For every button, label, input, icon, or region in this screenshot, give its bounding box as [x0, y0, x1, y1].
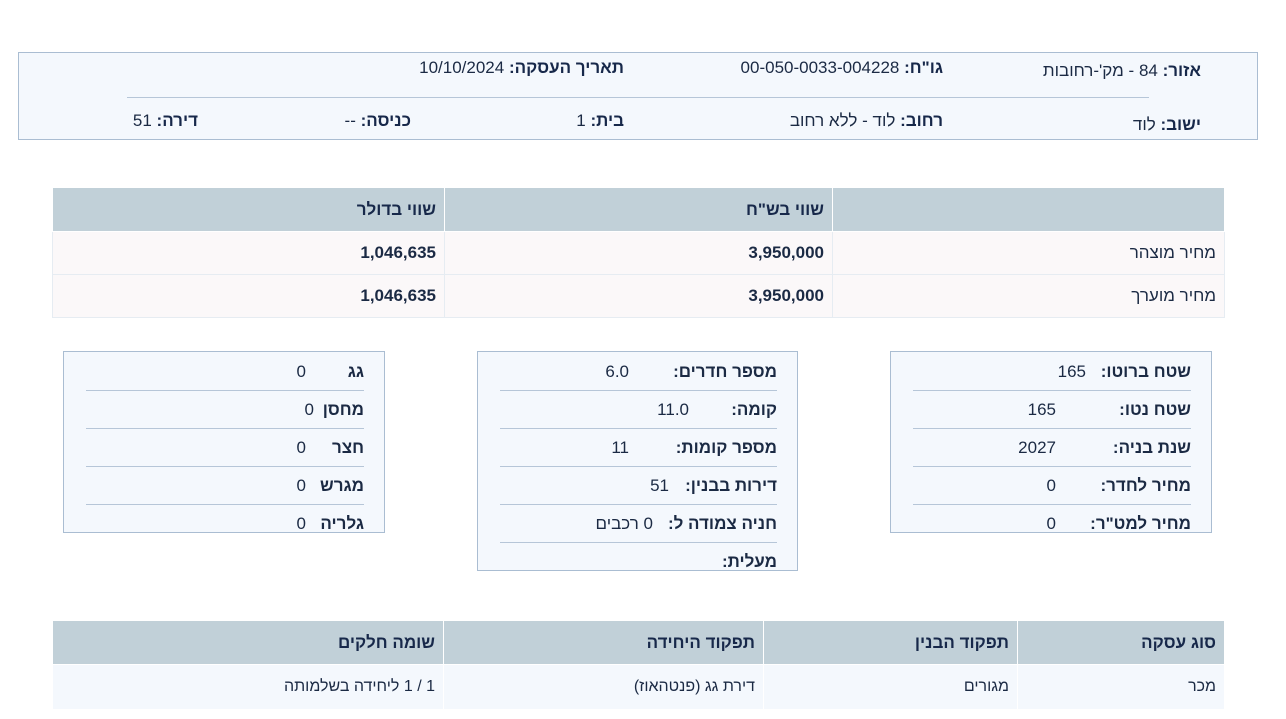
detail-label: דירות בבנין:: [685, 476, 777, 495]
detail-value: 11: [611, 438, 629, 457]
detail-label: מעלית:: [721, 552, 777, 571]
detail-row: מעלית:: [500, 542, 777, 580]
detail-value: 2027: [1018, 438, 1056, 457]
detail-value: 0: [1046, 514, 1056, 533]
detail-value: 0: [296, 438, 306, 457]
extras-box: גג 0 מחסן 0 חצר 0 מגרש 0 גלריה 0: [63, 351, 385, 533]
detail-row: קומה: 11.0: [500, 390, 777, 429]
detail-row: דירות בבנין: 51: [500, 466, 777, 505]
area-details-box: שטח ברוטו: 165 שטח נטו: 165 שנת בניה: 2027 מחי…: [890, 351, 1212, 533]
divider: [127, 97, 1149, 98]
table-row: מחיר מוערך 3,950,000 1,046,635: [52, 274, 1225, 318]
detail-label: מחסן: [322, 400, 364, 419]
city-field: ישוב: לוד: [1132, 115, 1201, 134]
detail-value: 6.0: [605, 362, 629, 381]
detail-label: חצר: [331, 438, 364, 457]
detail-label: מגרש: [320, 476, 364, 495]
detail-value: 0: [296, 514, 306, 533]
detail-label: מחיר למט"ר:: [1090, 514, 1191, 533]
detail-value: 0: [296, 362, 306, 381]
detail-label: שטח ברוטו:: [1100, 362, 1191, 381]
entrance-field: כניסה: --: [344, 111, 411, 130]
detail-value: 0: [304, 400, 314, 419]
street-field: רחוב: לוד - ללא רחוב: [789, 111, 943, 130]
detail-row: גלריה 0: [86, 504, 364, 542]
detail-value: 165: [1057, 362, 1086, 381]
detail-row: מגרש 0: [86, 466, 364, 505]
house-field: בית: 1: [576, 111, 624, 130]
detail-value: 165: [1027, 400, 1056, 419]
detail-label: גלריה: [320, 514, 364, 533]
detail-label: שנת בניה:: [1112, 438, 1191, 457]
header-box: אזור: 84 - מק'-רחובות גו"ח: 00-050-0033-…: [18, 52, 1258, 140]
detail-row: מחיר למט"ר: 0: [913, 504, 1191, 542]
apartment-field: דירה: 51: [132, 111, 198, 130]
area-field: אזור: 84 - מק'-רחובות: [1042, 61, 1201, 80]
detail-row: מחסן 0: [86, 390, 364, 429]
detail-row: חצר 0: [86, 428, 364, 467]
detail-value: 11.0: [657, 400, 689, 419]
table-header-row: סוג עסקה תפקוד הבנין תפקוד היחידה שומה חלקי…: [52, 620, 1225, 665]
detail-label: חניה צמודה ל:: [667, 514, 777, 533]
detail-row: מספר קומות: 11: [500, 428, 777, 467]
detail-row: מספר חדרים: 6.0: [500, 352, 777, 391]
detail-value: 0: [296, 476, 306, 495]
table-header-row: שווי בש"ח שווי בדולר: [52, 187, 1225, 232]
deal-table: סוג עסקה תפקוד הבנין תפקוד היחידה שומה חלקי…: [52, 620, 1225, 710]
date-field: תאריך העסקה: 10/10/2024: [419, 58, 624, 77]
detail-value: 0: [1046, 476, 1056, 495]
gush-field: גו"ח: 00-050-0033-004228: [740, 58, 943, 77]
detail-label: שטח נטו:: [1119, 400, 1191, 419]
detail-row: שטח ברוטו: 165: [913, 352, 1191, 391]
table-row: מכר מגורים דירת גג (פנטהאוז) 1 / 1 ליחידה ב…: [52, 664, 1225, 710]
detail-value: 51: [650, 476, 669, 495]
detail-row: שטח נטו: 165: [913, 390, 1191, 429]
detail-label: מספר חדרים:: [673, 362, 777, 381]
detail-label: מחיר לחדר:: [1100, 476, 1191, 495]
price-table: שווי בש"ח שווי בדולר מחיר מוצהר 3,950,000 1…: [52, 187, 1225, 318]
detail-label: גג: [347, 362, 364, 381]
detail-label: קומה:: [731, 400, 777, 419]
detail-row: גג 0: [86, 352, 364, 391]
detail-value: 0 רכבים: [595, 514, 653, 533]
table-row: מחיר מוצהר 3,950,000 1,046,635: [52, 231, 1225, 275]
detail-row: חניה צמודה ל: 0 רכבים: [500, 504, 777, 543]
detail-label: מספר קומות:: [675, 438, 777, 457]
building-details-box: מספר חדרים: 6.0 קומה: 11.0 מספר קומות: 11 דירו…: [477, 351, 798, 571]
detail-row: שנת בניה: 2027: [913, 428, 1191, 467]
detail-row: מחיר לחדר: 0: [913, 466, 1191, 505]
